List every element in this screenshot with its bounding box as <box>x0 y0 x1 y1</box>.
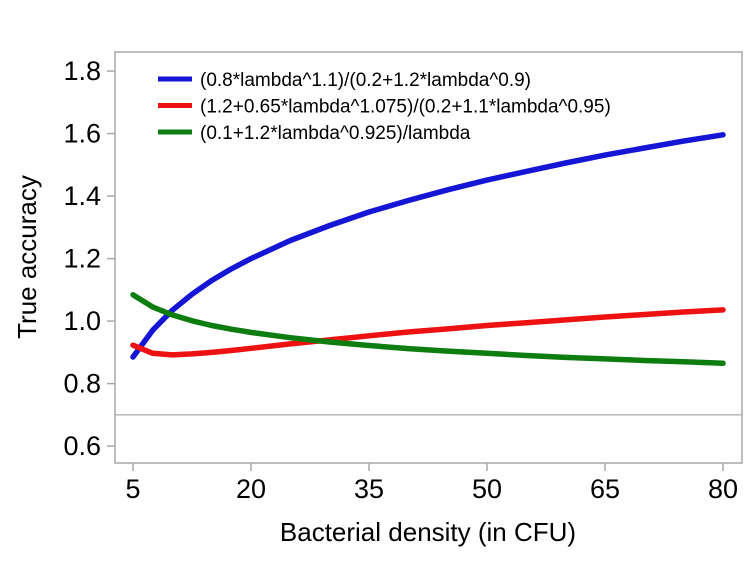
series-line-1 <box>130 307 726 358</box>
series-line-2 <box>130 292 726 367</box>
plot-frame <box>114 51 743 464</box>
y-axis-ticks: 0.6 0.8 1.0 1.2 1.4 1.6 1.8 <box>63 56 115 461</box>
x-tick-label: 5 <box>125 474 140 504</box>
x-tick-label: 20 <box>236 474 266 504</box>
x-tick-label: 35 <box>354 474 384 504</box>
x-axis-title: Bacterial density (in CFU) <box>280 517 576 547</box>
series-lines <box>130 132 726 367</box>
series-line-0 <box>130 132 726 360</box>
y-tick-label: 0.8 <box>63 369 101 399</box>
y-tick-label: 1.6 <box>63 119 101 149</box>
legend-item: (1.2+0.65*lambda^1.075)/(0.2+1.1*lambda^… <box>158 97 611 118</box>
y-tick-label: 0.6 <box>63 431 101 461</box>
legend-item: (0.8*lambda^1.1)/(0.2+1.2*lambda^0.9) <box>158 70 531 91</box>
legend-item: (0.1+1.2*lambda^0.925)/lambda <box>158 123 471 144</box>
x-tick-label: 65 <box>590 474 620 504</box>
legend-label: (0.8*lambda^1.1)/(0.2+1.2*lambda^0.9) <box>200 70 531 91</box>
y-axis-title: True accuracy <box>12 175 42 339</box>
y-tick-label: 1.4 <box>63 181 101 211</box>
legend: (0.8*lambda^1.1)/(0.2+1.2*lambda^0.9) (1.… <box>158 70 611 144</box>
legend-label: (0.1+1.2*lambda^0.925)/lambda <box>200 123 471 144</box>
x-tick-label: 50 <box>472 474 502 504</box>
x-tick-label: 80 <box>708 474 738 504</box>
x-axis-ticks: 5 20 35 50 65 80 <box>125 463 738 504</box>
legend-label: (1.2+0.65*lambda^1.075)/(0.2+1.1*lambda^… <box>200 97 611 118</box>
y-tick-label: 1.0 <box>63 306 101 336</box>
y-tick-label: 1.2 <box>63 244 101 274</box>
y-tick-label: 1.8 <box>63 56 101 86</box>
